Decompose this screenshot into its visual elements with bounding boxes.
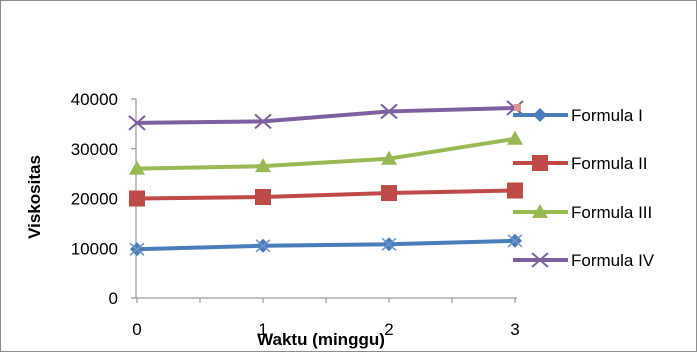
y-tick-labels: 0 10000 20000 30000 40000 [71, 90, 118, 308]
data-point-overlay [129, 242, 145, 256]
legend-item: Formula IV [513, 251, 655, 270]
legend-marker [533, 108, 547, 122]
legend-item: Formula III [513, 203, 652, 222]
data-point [507, 182, 523, 199]
legend-label: Formula I [571, 106, 643, 125]
legend-marker [532, 155, 548, 171]
y-tick-label: 0 [109, 289, 118, 308]
legend-accent [514, 104, 521, 111]
series-line [135, 238, 517, 252]
y-tick-label: 20000 [71, 190, 118, 209]
data-point [128, 115, 146, 131]
legend-label: Formula IV [571, 251, 655, 270]
data-point-overlay [381, 237, 397, 251]
data-point [255, 158, 271, 173]
x-tick-label: 0 [132, 320, 141, 339]
data-point [255, 189, 271, 206]
series-formula-ii [129, 182, 523, 207]
data-point [254, 113, 272, 130]
x-tick-marks [136, 298, 516, 303]
legend-item: Formula I [513, 106, 643, 125]
y-axis-title: Viskositas [25, 155, 44, 239]
data-point-overlay [507, 234, 523, 248]
data-point [507, 130, 523, 145]
series-line [135, 188, 517, 201]
x-tick-label: 1 [258, 320, 267, 339]
legend-item: Formula II [513, 154, 648, 173]
legend-label: Formula III [571, 203, 652, 222]
data-point [381, 150, 397, 165]
series-formula-iii [129, 130, 523, 175]
x-tick-label: 2 [384, 320, 393, 339]
legend-marker [531, 252, 549, 268]
x-tick-label: 3 [510, 320, 519, 339]
y-tick-label: 10000 [71, 239, 118, 258]
y-tick-label: 30000 [71, 140, 118, 159]
data-point [381, 185, 397, 202]
series-line [135, 105, 517, 125]
legend: Formula I Formula II Formula III Formula IV [513, 104, 655, 270]
x-tick-labels: 0 1 2 3 [132, 320, 519, 339]
series-line [135, 136, 517, 171]
data-point [129, 190, 145, 207]
legend-label: Formula II [571, 154, 648, 173]
y-tick-label: 40000 [71, 90, 118, 109]
series-layer [128, 100, 524, 257]
legend-marker [532, 204, 548, 218]
data-point-overlay [255, 239, 271, 253]
data-point [129, 160, 145, 175]
data-point [380, 103, 398, 120]
series-formula-i [129, 233, 523, 257]
series-formula-iv [128, 100, 524, 131]
x-axis-title: Waktu (minggu) [257, 330, 385, 349]
